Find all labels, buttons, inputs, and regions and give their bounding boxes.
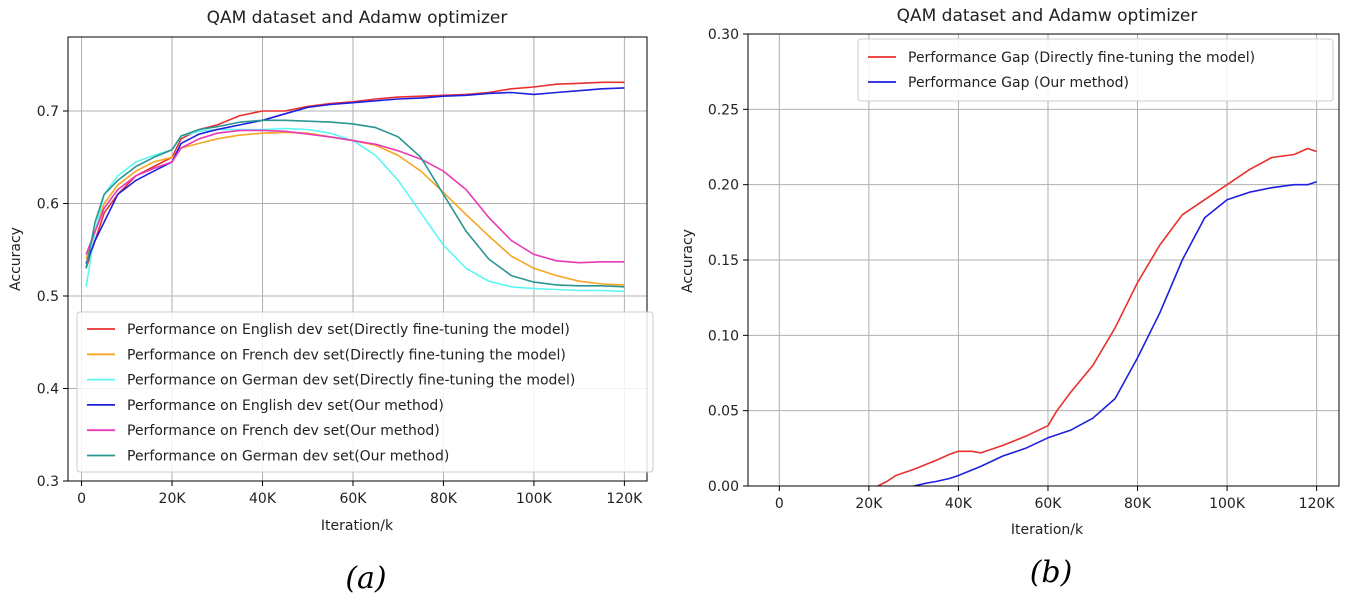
chart-b-ytick-label: 0.00: [708, 479, 739, 495]
chart-b-xtick-label: 40K: [945, 496, 973, 512]
chart-b-series-1: [877, 147, 1317, 486]
chart-a-legend-label: Performance on English dev set(Our metho…: [127, 398, 444, 414]
chart-a: QAM dataset and Adamw optimizer 0 20K 40K 6…: [8, 8, 654, 596]
chart-a-series-6: [85, 119, 625, 288]
chart-b-series-2: [913, 180, 1317, 486]
chart-a-xtick-label: 120K: [606, 491, 643, 507]
chart-b-ticks: 0 20K 40K 60K 80K 100K 120K 0.00 0.05 0.10 0.15 0.2…: [708, 27, 1336, 512]
chart-a-ytick-label: 0.5: [37, 289, 59, 305]
chart-b-ylabel: Accuracy: [680, 229, 696, 293]
chart-b-xtick-label: 120K: [1299, 496, 1336, 512]
chart-a-legend-label: Performance on French dev set(Our method…: [127, 423, 440, 439]
chart-a-ticks: 0 20K 40K 60K 80K 100K 120K 0.3 0.4 0.5 0.6 0.7: [37, 104, 643, 507]
chart-b-ytick-label: 0.15: [708, 253, 739, 269]
chart-b-legend-box: [857, 38, 1334, 102]
chart-b-ytick-label: 0.20: [708, 178, 739, 194]
chart-a-ytick-label: 0.4: [37, 382, 59, 398]
chart-b-xtick-label: 80K: [1124, 496, 1152, 512]
chart-a-xtick-label: 100K: [516, 491, 553, 507]
chart-b-legend-label: Performance Gap (Directly fine-tuning th…: [908, 50, 1255, 66]
chart-b-legend: Performance Gap (Directly fine-tuning th…: [857, 38, 1334, 102]
chart-a-xtick-label: 0: [77, 491, 86, 507]
chart-a-xtick-label: 20K: [159, 491, 187, 507]
chart-a-legend: Performance on English dev set(Directly …: [76, 311, 654, 473]
chart-a-xtick-label: 60K: [339, 491, 367, 507]
chart-a-plot-frame: [67, 36, 648, 482]
chart-a-ytick-label: 0.6: [37, 197, 59, 213]
chart-b: QAM dataset and Adamw optimizer 0 20K 40K 6…: [680, 6, 1340, 590]
chart-a-title: QAM dataset and Adamw optimizer: [207, 8, 508, 28]
chart-a-legend-label: Performance on German dev set(Directly f…: [127, 373, 575, 389]
chart-b-xtick-label: 60K: [1034, 496, 1062, 512]
chart-a-series-2: [85, 131, 625, 286]
chart-b-ytick-label: 0.25: [708, 102, 739, 118]
chart-a-legend-label: Performance on German dev set(Our method…: [127, 449, 449, 465]
chart-a-legend-box: [76, 311, 654, 473]
chart-b-ytick-label: 0.30: [708, 27, 739, 43]
chart-a-xtick-label: 80K: [430, 491, 458, 507]
chart-a-series: [85, 81, 625, 293]
chart-a-series-3: [85, 127, 625, 293]
chart-a-xtick-label: 40K: [249, 491, 277, 507]
chart-b-xtick-label: 20K: [855, 496, 883, 512]
chart-a-legend-label: Performance on English dev set(Directly …: [127, 322, 570, 338]
chart-b-xlabel: Iteration/k: [1011, 522, 1084, 538]
chart-a-series-5: [85, 129, 625, 264]
chart-b-grid: [748, 33, 1339, 487]
chart-a-ytick-label: 0.7: [37, 104, 59, 120]
chart-b-ytick-label: 0.05: [708, 404, 739, 420]
chart-b-ytick-label: 0.10: [708, 328, 739, 344]
chart-b-caption: (b): [1030, 555, 1073, 590]
chart-b-legend-label: Performance Gap (Our method): [908, 75, 1129, 91]
chart-b-series: [877, 147, 1317, 486]
chart-a-ytick-label: 0.3: [37, 474, 59, 490]
chart-a-legend-label: Performance on French dev set(Directly f…: [127, 347, 566, 363]
chart-b-title: QAM dataset and Adamw optimizer: [897, 6, 1198, 26]
chart-a-xlabel: Iteration/k: [321, 518, 394, 534]
chart-a-series-1: [85, 81, 625, 269]
chart-a-caption: (a): [345, 561, 386, 596]
chart-a-series-4: [85, 87, 625, 264]
chart-a-ylabel: Accuracy: [8, 227, 24, 291]
chart-b-xtick-label: 0: [775, 496, 784, 512]
chart-b-xtick-label: 100K: [1209, 496, 1246, 512]
